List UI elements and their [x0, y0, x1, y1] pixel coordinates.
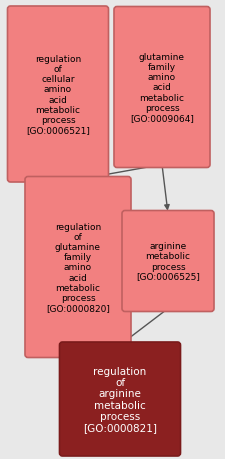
FancyBboxPatch shape [59, 342, 180, 456]
FancyBboxPatch shape [7, 7, 108, 183]
Text: arginine
metabolic
process
[GO:0006525]: arginine metabolic process [GO:0006525] [135, 242, 199, 281]
Text: regulation
of
cellular
amino
acid
metabolic
process
[GO:0006521]: regulation of cellular amino acid metabo… [26, 55, 90, 134]
FancyBboxPatch shape [122, 211, 213, 312]
Text: regulation
of
glutamine
family
amino
acid
metabolic
process
[GO:0000820]: regulation of glutamine family amino aci… [46, 223, 109, 312]
Text: regulation
of
arginine
metabolic
process
[GO:0000821]: regulation of arginine metabolic process… [83, 366, 156, 432]
FancyBboxPatch shape [25, 177, 130, 358]
Text: glutamine
family
amino
acid
metabolic
process
[GO:0009064]: glutamine family amino acid metabolic pr… [129, 53, 193, 123]
FancyBboxPatch shape [113, 7, 209, 168]
